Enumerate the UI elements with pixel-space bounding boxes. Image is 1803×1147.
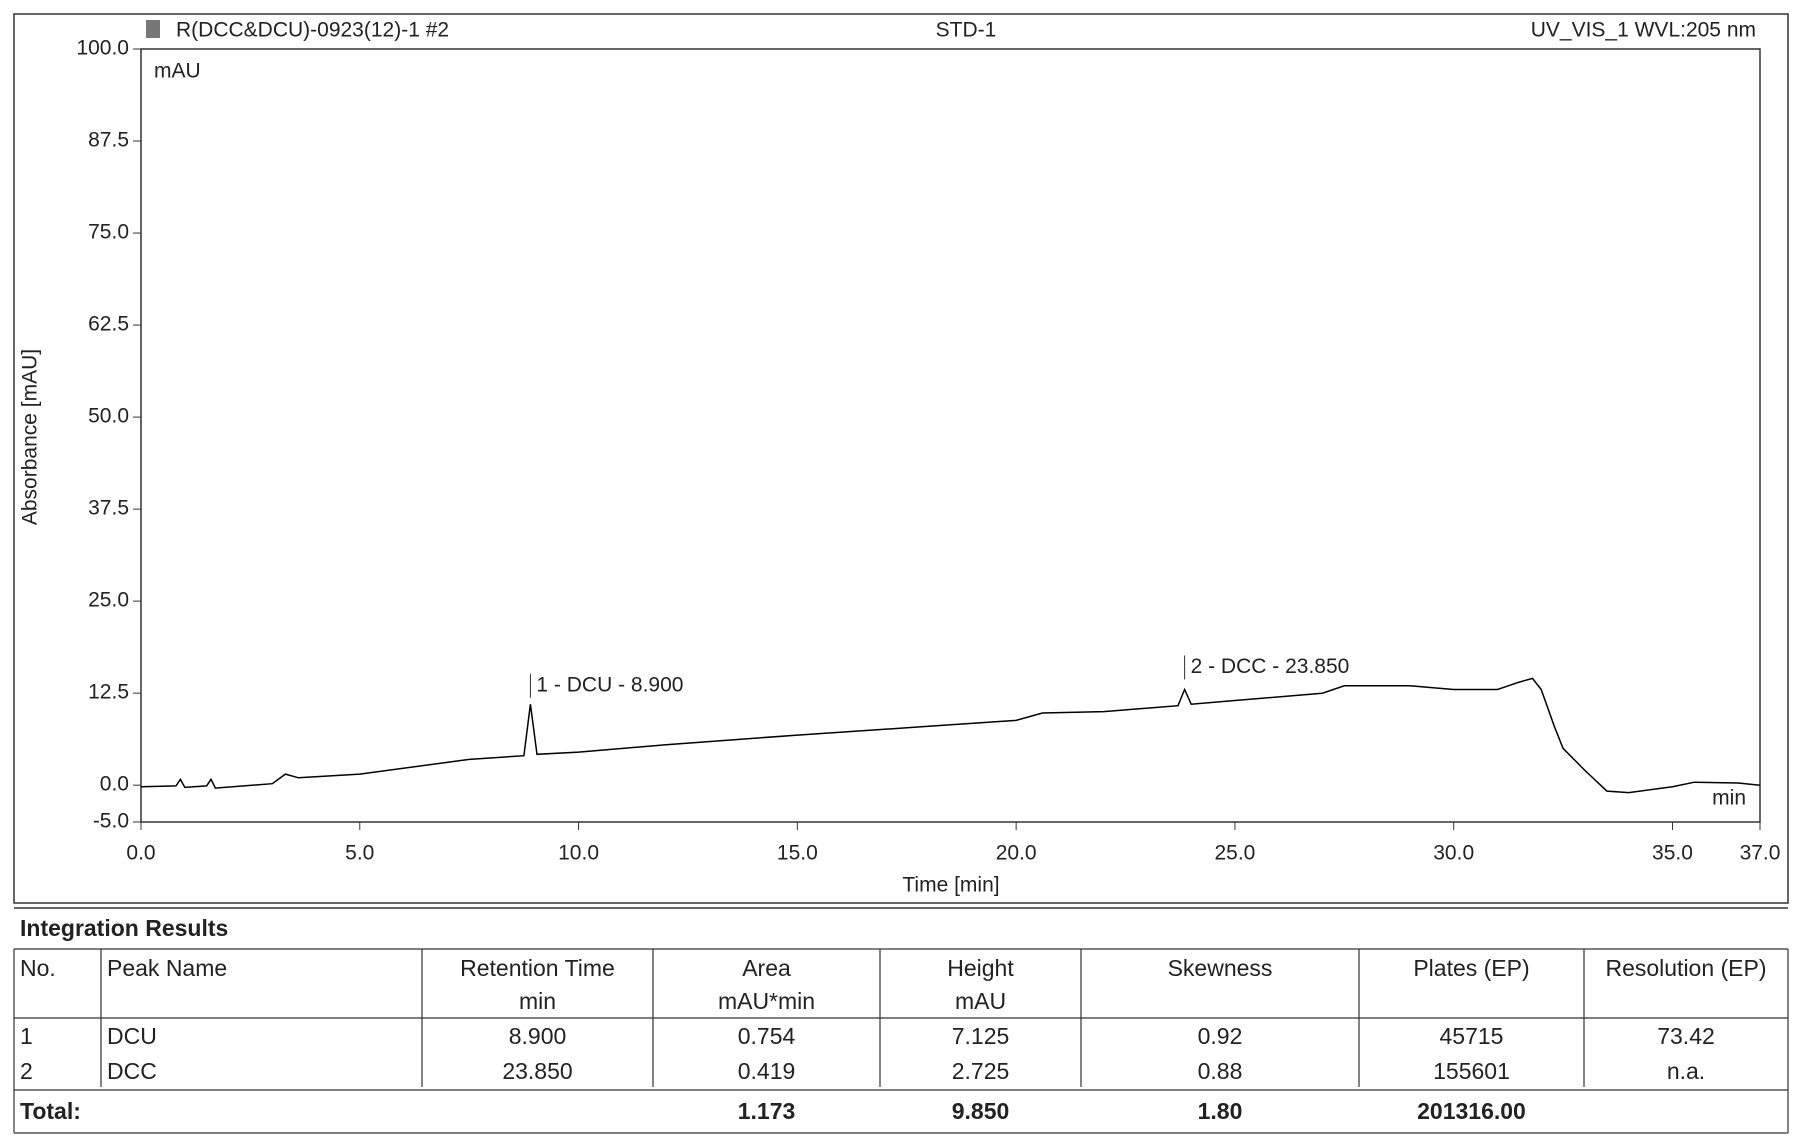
column-header: Retention Time — [422, 952, 653, 985]
column-header: Area — [653, 952, 880, 985]
sample-name: R(DCC&DCU)-0923(12)-1 #2 — [176, 19, 449, 42]
column-header: Height — [880, 952, 1081, 985]
x-unit: min — [1712, 787, 1746, 810]
column-header: Peak Name — [101, 952, 422, 985]
x-tick-label: 30.0 — [1433, 842, 1474, 865]
total-value: 9.850 — [880, 1095, 1081, 1131]
table-cell: 0.419 — [653, 1055, 880, 1088]
icon — [146, 20, 160, 38]
y-tick-label: 62.5 — [88, 313, 129, 336]
table-cell: DCC — [101, 1055, 422, 1088]
column-header: Resolution (EP) — [1584, 952, 1788, 985]
y-axis-label: Absorbance [mAU] — [19, 349, 42, 525]
plot-area — [141, 49, 1760, 822]
column-header: mAU*min — [653, 985, 880, 1018]
x-axis-label: Time [min] — [902, 874, 999, 897]
y-tick-label: 12.5 — [88, 681, 129, 704]
column-header: Skewness — [1081, 952, 1359, 985]
y-unit: mAU — [154, 60, 201, 83]
x-tick-label: 0.0 — [126, 842, 155, 865]
y-tick-label: 75.0 — [88, 221, 129, 244]
x-tick-label: 25.0 — [1214, 842, 1255, 865]
table-cell: 2 — [14, 1055, 101, 1088]
chart-title: STD-1 — [936, 19, 997, 42]
total-value: 201316.00 — [1359, 1095, 1584, 1131]
total-label: Total: — [14, 1095, 422, 1131]
column-header: Plates (EP) — [1359, 952, 1584, 985]
peak-label: 1 - DCU - 8.900 — [536, 673, 683, 696]
table-cell: 7.125 — [880, 1020, 1081, 1053]
table-cell: 1 — [14, 1020, 101, 1053]
peak-label: 2 - DCC - 23.850 — [1191, 655, 1350, 678]
table-cell: 0.754 — [653, 1020, 880, 1053]
x-tick-label: 15.0 — [777, 842, 818, 865]
y-tick-label: 87.5 — [88, 129, 129, 152]
table-cell: n.a. — [1584, 1055, 1788, 1088]
x-tick-label: 10.0 — [558, 842, 599, 865]
y-tick-label: 100.0 — [76, 37, 129, 60]
trace — [141, 678, 1760, 792]
table-cell: 73.42 — [1584, 1020, 1788, 1053]
page: R(DCC&DCU)-0923(12)-1 #2 STD-1 UV_VIS_1 … — [0, 0, 1803, 1147]
table-cell: 155601 — [1359, 1055, 1584, 1088]
table-cell: 23.850 — [422, 1055, 653, 1088]
y-tick-label: 37.5 — [88, 497, 129, 520]
x-tick-label: 5.0 — [345, 842, 374, 865]
y-tick-label: -5.0 — [93, 810, 129, 833]
table-cell: 45715 — [1359, 1020, 1584, 1053]
detector: UV_VIS_1 WVL:205 nm — [1531, 19, 1756, 42]
x-tick-label: 35.0 — [1652, 842, 1693, 865]
table-cell: DCU — [101, 1020, 422, 1053]
table-cell: 0.92 — [1081, 1020, 1359, 1053]
table-cell: 0.88 — [1081, 1055, 1359, 1088]
table-cell: 8.900 — [422, 1020, 653, 1053]
column-header: No. — [14, 952, 101, 985]
total-value: 1.80 — [1081, 1095, 1359, 1131]
frame — [14, 14, 1788, 903]
y-tick-label: 50.0 — [88, 405, 129, 428]
table-title: Integration Results — [14, 912, 600, 948]
y-tick-label: 0.0 — [100, 773, 129, 796]
total-value: 1.173 — [653, 1095, 880, 1131]
column-header: min — [422, 985, 653, 1018]
y-tick-label: 25.0 — [88, 589, 129, 612]
x-tick-label: 37.0 — [1740, 842, 1781, 865]
table-cell: 2.725 — [880, 1055, 1081, 1088]
column-header: mAU — [880, 985, 1081, 1018]
x-tick-label: 20.0 — [996, 842, 1037, 865]
